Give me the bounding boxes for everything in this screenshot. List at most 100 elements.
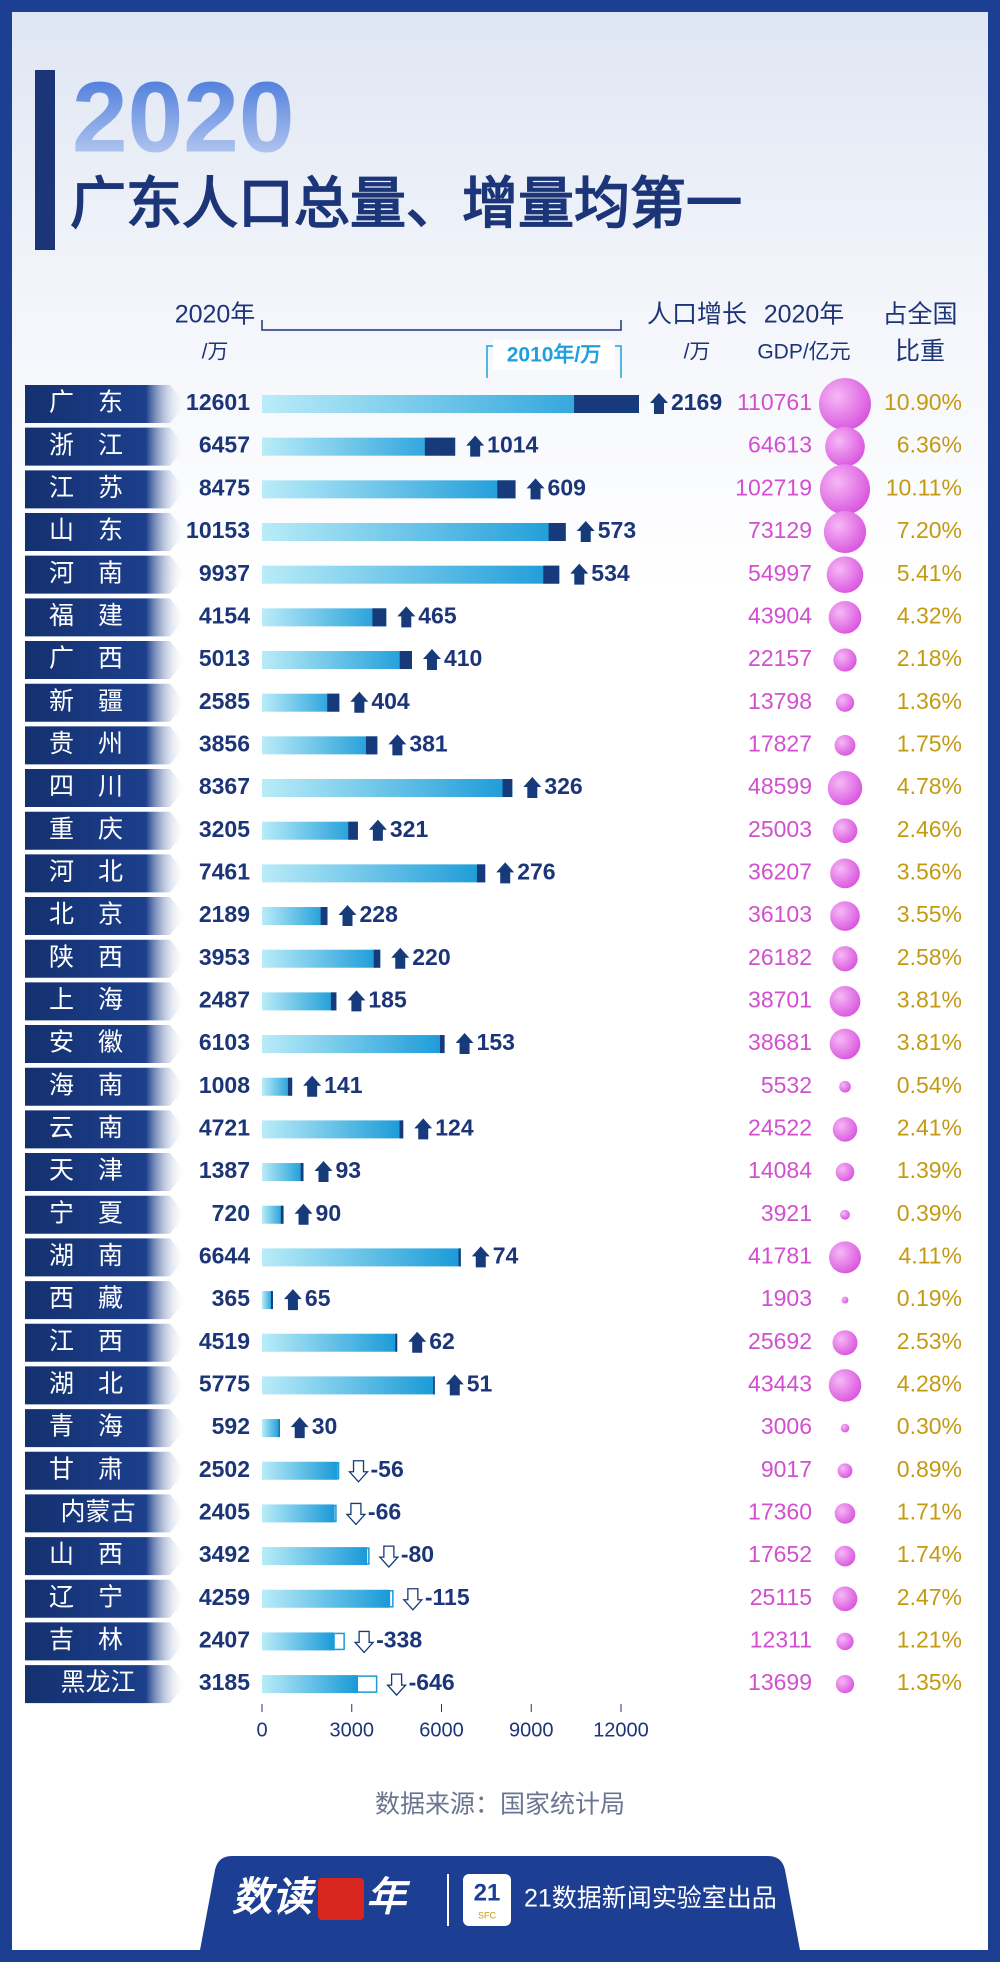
name-band — [25, 1238, 186, 1277]
gdp-label: 102719 — [735, 474, 812, 500]
panel — [12, 12, 988, 1950]
population-label: 10153 — [186, 517, 250, 543]
increase-segment — [280, 1205, 284, 1224]
increase-label: 2169 — [671, 389, 722, 415]
population-label: 4259 — [199, 1584, 250, 1610]
gdp-bubble — [840, 1209, 850, 1220]
name-band — [25, 1665, 186, 1704]
share-label: 1.39% — [897, 1157, 962, 1183]
population-bar — [262, 437, 456, 456]
population-label: 6103 — [199, 1029, 250, 1055]
up-arrow — [408, 1331, 427, 1353]
share-label: 2.41% — [897, 1114, 962, 1140]
share-label: 1.35% — [897, 1669, 962, 1695]
gdp-bubble — [828, 1369, 862, 1402]
footer-logo-box — [463, 1874, 511, 1926]
population-label: 7461 — [199, 858, 250, 884]
annotation-box — [493, 340, 615, 370]
share-label: 0.39% — [897, 1200, 962, 1226]
increase-label: 1014 — [487, 432, 538, 458]
up-arrow — [347, 990, 366, 1012]
gdp-bubble — [837, 1463, 853, 1479]
increase-label: -66 — [368, 1498, 401, 1524]
increase-label: 90 — [316, 1200, 342, 1226]
increase-label: 326 — [544, 773, 582, 799]
gdp-bubble — [826, 556, 864, 594]
population-label: 3856 — [199, 730, 250, 756]
gdp-bubble — [832, 946, 858, 972]
population-bar — [262, 1419, 280, 1438]
up-arrow — [294, 1203, 313, 1225]
gdp-label: 1903 — [761, 1285, 812, 1311]
increase-segment — [548, 523, 566, 542]
increase-segment — [399, 1120, 404, 1139]
population-label: 12601 — [186, 389, 250, 415]
footer-credit: 21数据新闻实验室出品 — [524, 1885, 777, 1913]
population-label: 3953 — [199, 944, 250, 970]
gdp-label: 38681 — [748, 1029, 812, 1055]
gdp-bubble — [834, 1545, 856, 1567]
column-header: 2020年 — [764, 301, 845, 329]
population-bar — [262, 1547, 367, 1566]
population-bar — [262, 1291, 273, 1310]
name-band — [25, 470, 186, 509]
gdp-bubble — [823, 510, 867, 554]
gdp-bubble — [832, 1117, 858, 1142]
population-label: 2487 — [199, 986, 250, 1012]
gdp-bubble — [835, 693, 855, 712]
population-bar — [262, 1333, 398, 1352]
up-arrow — [314, 1161, 333, 1183]
category-label: 江西 — [49, 1327, 147, 1355]
increase-segment — [278, 1419, 280, 1438]
footer-logo: 21 — [474, 1879, 501, 1906]
gdp-bubble — [825, 426, 865, 467]
up-arrow — [455, 1033, 474, 1055]
up-arrow — [397, 606, 416, 628]
population-bar — [262, 1120, 404, 1139]
gdp-bubble — [830, 901, 860, 931]
gdp-label: 22157 — [748, 645, 812, 671]
category-label: 海南 — [49, 1071, 147, 1099]
increase-segment — [320, 907, 328, 926]
up-arrow — [649, 393, 668, 414]
decrease-segment — [336, 1462, 340, 1480]
name-band — [25, 1537, 186, 1576]
category-label: 黑龙江 — [60, 1669, 135, 1697]
population-bar — [262, 1163, 304, 1182]
share-label: 6.36% — [897, 432, 962, 458]
up-arrow — [338, 905, 357, 927]
name-band — [25, 1494, 186, 1533]
share-label: 4.78% — [897, 773, 962, 799]
population-label: 9937 — [199, 560, 250, 586]
increase-label: 220 — [412, 944, 450, 970]
x-tick-label: 0 — [256, 1719, 267, 1741]
share-label: 5.41% — [897, 560, 962, 586]
category-label: 新疆 — [49, 687, 147, 715]
up-arrow — [422, 649, 441, 671]
population-label: 2502 — [199, 1456, 250, 1482]
increase-label: 534 — [591, 560, 630, 586]
share-label: 1.21% — [897, 1627, 962, 1653]
population-label: 1387 — [199, 1157, 250, 1183]
gdp-label: 25003 — [748, 816, 812, 842]
increase-segment — [270, 1291, 273, 1310]
bar-annotation: 2010年/万 — [507, 343, 602, 367]
gdp-label: 17827 — [748, 730, 812, 756]
category-label: 四川 — [49, 773, 147, 801]
share-label: 2.47% — [897, 1584, 962, 1610]
increase-label: 153 — [477, 1029, 515, 1055]
population-bar — [262, 1504, 334, 1523]
name-band — [25, 385, 186, 423]
category-label: 湖北 — [49, 1370, 147, 1398]
gdp-label: 26182 — [748, 944, 812, 970]
gdp-bubble — [827, 770, 863, 806]
population-bar — [262, 864, 486, 883]
category-label: 内蒙古 — [60, 1498, 135, 1526]
column-unit: GDP/亿元 — [757, 341, 850, 364]
population-bar — [262, 907, 328, 926]
increase-segment — [348, 821, 358, 840]
population-bar — [262, 779, 513, 798]
population-bar — [262, 992, 337, 1011]
population-label: 4154 — [199, 602, 250, 628]
category-label: 辽宁 — [49, 1583, 147, 1611]
